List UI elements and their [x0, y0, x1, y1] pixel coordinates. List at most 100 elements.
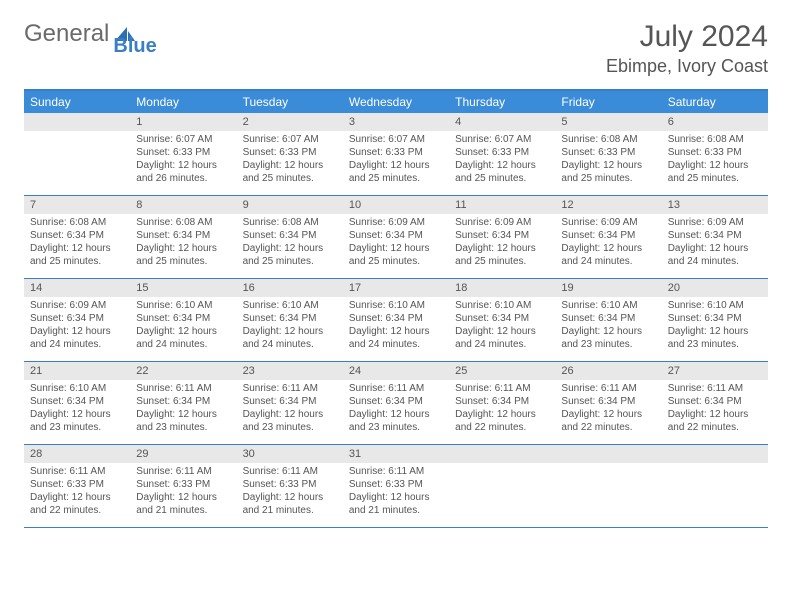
- sunset-text: Sunset: 6:33 PM: [136, 146, 230, 159]
- week-row: 21Sunrise: 6:10 AMSunset: 6:34 PMDayligh…: [24, 362, 768, 445]
- day-cell: [662, 445, 768, 527]
- sunrise-text: Sunrise: 6:10 AM: [455, 299, 549, 312]
- day-body: Sunrise: 6:11 AMSunset: 6:33 PMDaylight:…: [24, 463, 130, 521]
- day-body: Sunrise: 6:11 AMSunset: 6:34 PMDaylight:…: [130, 380, 236, 438]
- day-number: 15: [130, 279, 236, 297]
- day-number: 18: [449, 279, 555, 297]
- day-body: Sunrise: 6:08 AMSunset: 6:34 PMDaylight:…: [130, 214, 236, 272]
- sunset-text: Sunset: 6:34 PM: [561, 312, 655, 325]
- month-title: July 2024: [606, 20, 768, 54]
- day-cell: 9Sunrise: 6:08 AMSunset: 6:34 PMDaylight…: [237, 196, 343, 278]
- daylight-text: Daylight: 12 hours and 21 minutes.: [243, 491, 337, 517]
- day-cell: 12Sunrise: 6:09 AMSunset: 6:34 PMDayligh…: [555, 196, 661, 278]
- sunrise-text: Sunrise: 6:09 AM: [455, 216, 549, 229]
- daylight-text: Daylight: 12 hours and 25 minutes.: [455, 159, 549, 185]
- sunrise-text: Sunrise: 6:09 AM: [668, 216, 762, 229]
- day-number: 25: [449, 362, 555, 380]
- sunrise-text: Sunrise: 6:10 AM: [349, 299, 443, 312]
- header: General Blue July 2024 Ebimpe, Ivory Coa…: [24, 20, 768, 77]
- sunset-text: Sunset: 6:34 PM: [30, 312, 124, 325]
- week-row: 1Sunrise: 6:07 AMSunset: 6:33 PMDaylight…: [24, 113, 768, 196]
- day-cell: 20Sunrise: 6:10 AMSunset: 6:34 PMDayligh…: [662, 279, 768, 361]
- day-cell: 21Sunrise: 6:10 AMSunset: 6:34 PMDayligh…: [24, 362, 130, 444]
- sunset-text: Sunset: 6:34 PM: [136, 395, 230, 408]
- daylight-text: Daylight: 12 hours and 21 minutes.: [349, 491, 443, 517]
- weeks-container: 1Sunrise: 6:07 AMSunset: 6:33 PMDaylight…: [24, 113, 768, 528]
- sunrise-text: Sunrise: 6:09 AM: [30, 299, 124, 312]
- day-body: Sunrise: 6:10 AMSunset: 6:34 PMDaylight:…: [130, 297, 236, 355]
- dow-saturday: Saturday: [662, 91, 768, 113]
- sunrise-text: Sunrise: 6:11 AM: [349, 382, 443, 395]
- sunrise-text: Sunrise: 6:08 AM: [561, 133, 655, 146]
- sunset-text: Sunset: 6:34 PM: [349, 312, 443, 325]
- daylight-text: Daylight: 12 hours and 24 minutes.: [455, 325, 549, 351]
- day-number: 19: [555, 279, 661, 297]
- location: Ebimpe, Ivory Coast: [606, 56, 768, 77]
- sunrise-text: Sunrise: 6:07 AM: [349, 133, 443, 146]
- daylight-text: Daylight: 12 hours and 25 minutes.: [349, 159, 443, 185]
- day-number: 14: [24, 279, 130, 297]
- day-cell: 1Sunrise: 6:07 AMSunset: 6:33 PMDaylight…: [130, 113, 236, 195]
- day-body: Sunrise: 6:08 AMSunset: 6:34 PMDaylight:…: [24, 214, 130, 272]
- sunset-text: Sunset: 6:33 PM: [668, 146, 762, 159]
- day-body: Sunrise: 6:07 AMSunset: 6:33 PMDaylight:…: [343, 131, 449, 189]
- day-cell: 11Sunrise: 6:09 AMSunset: 6:34 PMDayligh…: [449, 196, 555, 278]
- day-cell: 29Sunrise: 6:11 AMSunset: 6:33 PMDayligh…: [130, 445, 236, 527]
- day-cell: 5Sunrise: 6:08 AMSunset: 6:33 PMDaylight…: [555, 113, 661, 195]
- day-number: 11: [449, 196, 555, 214]
- day-number: 13: [662, 196, 768, 214]
- day-cell: 25Sunrise: 6:11 AMSunset: 6:34 PMDayligh…: [449, 362, 555, 444]
- day-body: Sunrise: 6:08 AMSunset: 6:34 PMDaylight:…: [237, 214, 343, 272]
- sunset-text: Sunset: 6:34 PM: [30, 395, 124, 408]
- sunset-text: Sunset: 6:34 PM: [349, 229, 443, 242]
- day-number: 28: [24, 445, 130, 463]
- daylight-text: Daylight: 12 hours and 25 minutes.: [30, 242, 124, 268]
- dow-tuesday: Tuesday: [237, 91, 343, 113]
- sunrise-text: Sunrise: 6:10 AM: [30, 382, 124, 395]
- daylight-text: Daylight: 12 hours and 24 minutes.: [30, 325, 124, 351]
- sunset-text: Sunset: 6:33 PM: [30, 478, 124, 491]
- daylight-text: Daylight: 12 hours and 22 minutes.: [668, 408, 762, 434]
- sunrise-text: Sunrise: 6:10 AM: [136, 299, 230, 312]
- sunset-text: Sunset: 6:33 PM: [349, 478, 443, 491]
- sunrise-text: Sunrise: 6:10 AM: [243, 299, 337, 312]
- day-number: 8: [130, 196, 236, 214]
- day-cell: 2Sunrise: 6:07 AMSunset: 6:33 PMDaylight…: [237, 113, 343, 195]
- day-body: Sunrise: 6:09 AMSunset: 6:34 PMDaylight:…: [24, 297, 130, 355]
- day-cell: [24, 113, 130, 195]
- day-cell: 18Sunrise: 6:10 AMSunset: 6:34 PMDayligh…: [449, 279, 555, 361]
- daylight-text: Daylight: 12 hours and 21 minutes.: [136, 491, 230, 517]
- day-body: Sunrise: 6:10 AMSunset: 6:34 PMDaylight:…: [343, 297, 449, 355]
- sunset-text: Sunset: 6:33 PM: [243, 146, 337, 159]
- day-number: 29: [130, 445, 236, 463]
- dow-thursday: Thursday: [449, 91, 555, 113]
- day-number: 2: [237, 113, 343, 131]
- daylight-text: Daylight: 12 hours and 24 minutes.: [668, 242, 762, 268]
- sunset-text: Sunset: 6:34 PM: [561, 229, 655, 242]
- week-row: 14Sunrise: 6:09 AMSunset: 6:34 PMDayligh…: [24, 279, 768, 362]
- day-number: [555, 445, 661, 463]
- sunrise-text: Sunrise: 6:11 AM: [561, 382, 655, 395]
- logo-text-general: General: [24, 20, 109, 48]
- sunrise-text: Sunrise: 6:07 AM: [455, 133, 549, 146]
- week-row: 28Sunrise: 6:11 AMSunset: 6:33 PMDayligh…: [24, 445, 768, 528]
- day-cell: 27Sunrise: 6:11 AMSunset: 6:34 PMDayligh…: [662, 362, 768, 444]
- day-number: 10: [343, 196, 449, 214]
- sunrise-text: Sunrise: 6:09 AM: [561, 216, 655, 229]
- day-number: 24: [343, 362, 449, 380]
- logo: General Blue: [24, 20, 183, 48]
- day-number: 12: [555, 196, 661, 214]
- sunrise-text: Sunrise: 6:08 AM: [136, 216, 230, 229]
- day-number: 1: [130, 113, 236, 131]
- day-cell: 6Sunrise: 6:08 AMSunset: 6:33 PMDaylight…: [662, 113, 768, 195]
- day-body: Sunrise: 6:10 AMSunset: 6:34 PMDaylight:…: [449, 297, 555, 355]
- sunset-text: Sunset: 6:34 PM: [243, 312, 337, 325]
- day-number: 9: [237, 196, 343, 214]
- day-body: Sunrise: 6:11 AMSunset: 6:34 PMDaylight:…: [662, 380, 768, 438]
- title-block: July 2024 Ebimpe, Ivory Coast: [606, 20, 768, 77]
- day-number: 21: [24, 362, 130, 380]
- dow-friday: Friday: [555, 91, 661, 113]
- sunrise-text: Sunrise: 6:10 AM: [561, 299, 655, 312]
- day-body: Sunrise: 6:11 AMSunset: 6:33 PMDaylight:…: [237, 463, 343, 521]
- day-cell: 30Sunrise: 6:11 AMSunset: 6:33 PMDayligh…: [237, 445, 343, 527]
